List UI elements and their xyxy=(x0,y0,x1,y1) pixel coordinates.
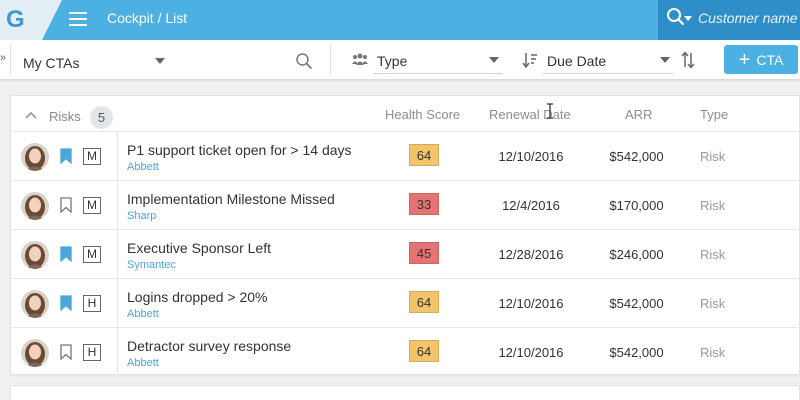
sort-select-underline xyxy=(543,73,673,74)
cell-divider xyxy=(117,328,118,376)
type-select-underline xyxy=(373,73,503,74)
table-row[interactable]: H Logins dropped > 20% Abbett 64 12/10/2… xyxy=(11,278,800,327)
column-header-renewal-date[interactable]: Renewal Date xyxy=(489,107,571,122)
health-score-badge: 45 xyxy=(409,242,439,264)
company-link[interactable]: Sharp xyxy=(127,210,157,222)
chevron-down-icon xyxy=(155,58,165,64)
type-select-value: Type xyxy=(377,53,408,69)
text-cursor-icon xyxy=(547,103,553,119)
search-icon[interactable] xyxy=(295,52,313,70)
bookmark-icon[interactable] xyxy=(60,148,72,164)
column-header-arr[interactable]: ARR xyxy=(625,107,653,122)
arr-value: $542,000 xyxy=(609,345,664,360)
avatar[interactable] xyxy=(21,339,49,367)
priority-badge: M xyxy=(83,148,101,165)
priority-badge: M xyxy=(83,197,101,214)
cta-title[interactable]: Detractor survey response xyxy=(127,338,292,354)
renewal-date: 12/10/2016 xyxy=(498,296,564,311)
avatar[interactable] xyxy=(21,290,49,318)
column-header-health-score[interactable]: Health Score xyxy=(385,107,461,122)
next-section-panel xyxy=(10,385,800,400)
sort-select-value: Due Date xyxy=(547,53,607,69)
cell-divider xyxy=(117,279,118,327)
sort-icon xyxy=(522,53,537,68)
table-row[interactable]: M Executive Sponsor Left Symantec 45 12/… xyxy=(11,229,800,278)
company-link[interactable]: Abbett xyxy=(127,308,159,320)
renewal-date: 12/10/2016 xyxy=(498,345,564,360)
toolbar-divider xyxy=(330,44,331,74)
bookmark-icon[interactable] xyxy=(60,197,72,213)
renewal-date: 12/4/2016 xyxy=(502,198,560,213)
column-header-type[interactable]: Type xyxy=(700,107,729,122)
arr-value: $246,000 xyxy=(609,247,664,262)
menu-icon[interactable] xyxy=(67,9,89,29)
cta-type: Risk xyxy=(700,198,726,213)
renewal-date: 12/10/2016 xyxy=(498,149,564,164)
logo-letter: G xyxy=(6,6,25,33)
renewal-date: 12/28/2016 xyxy=(498,247,564,262)
count-badge: 5 xyxy=(90,106,113,129)
cta-title[interactable]: Implementation Milestone Missed xyxy=(127,191,335,207)
section-title: Risks xyxy=(49,109,81,124)
breadcrumb: Cockpit / List xyxy=(107,10,188,26)
view-select-value: My CTAs xyxy=(23,55,80,71)
cell-divider xyxy=(117,230,118,278)
company-link[interactable]: Abbett xyxy=(127,161,159,173)
expand-sidebar-icon[interactable]: » xyxy=(0,52,7,64)
add-cta-label: CTA xyxy=(756,51,784,68)
bookmark-icon[interactable] xyxy=(60,246,72,262)
risks-panel: Risks 5 Health Score Renewal Date ARR Ty… xyxy=(10,95,800,376)
cta-title[interactable]: Executive Sponsor Left xyxy=(127,240,271,256)
priority-badge: H xyxy=(83,295,101,312)
cta-type: Risk xyxy=(700,247,726,262)
cta-type: Risk xyxy=(700,296,726,311)
cta-title[interactable]: P1 support ticket open for > 14 days xyxy=(127,142,352,158)
chevron-down-icon xyxy=(660,57,670,63)
avatar[interactable] xyxy=(21,241,49,269)
cta-type: Risk xyxy=(700,345,726,360)
group-icon xyxy=(352,53,368,65)
arr-value: $542,000 xyxy=(609,149,664,164)
cta-type: Risk xyxy=(700,149,726,164)
company-link[interactable]: Abbett xyxy=(127,357,159,369)
risks-header: Risks 5 Health Score Renewal Date ARR Ty… xyxy=(11,96,800,131)
table-row[interactable]: M P1 support ticket open for > 14 days A… xyxy=(11,131,800,180)
bookmark-icon[interactable] xyxy=(60,295,72,311)
company-link[interactable]: Symantec xyxy=(127,259,176,271)
table-row[interactable]: H Detractor survey response Abbett 64 12… xyxy=(11,327,800,376)
arr-value: $542,000 xyxy=(609,296,664,311)
health-score-badge: 64 xyxy=(409,340,439,362)
health-score-badge: 64 xyxy=(409,144,439,166)
health-score-badge: 33 xyxy=(409,193,439,215)
avatar[interactable] xyxy=(21,143,49,171)
arr-value: $170,000 xyxy=(609,198,664,213)
cell-divider xyxy=(117,181,118,229)
chevron-down-icon xyxy=(489,57,499,63)
chevron-up-icon[interactable] xyxy=(25,109,37,121)
search-scope-chevron-down-icon[interactable] xyxy=(684,16,692,21)
bookmark-icon[interactable] xyxy=(60,344,72,360)
avatar[interactable] xyxy=(21,192,49,220)
add-cta-button[interactable]: + CTA xyxy=(724,45,798,74)
search-icon[interactable] xyxy=(665,6,691,30)
table-row[interactable]: M Implementation Milestone Missed Sharp … xyxy=(11,180,800,229)
health-score-badge: 64 xyxy=(409,291,439,313)
cta-title[interactable]: Logins dropped > 20% xyxy=(127,289,268,305)
priority-badge: H xyxy=(83,344,101,361)
plus-icon: + xyxy=(738,48,751,71)
cell-divider xyxy=(117,132,118,180)
toolbar-divider xyxy=(10,44,11,74)
sort-direction-icon[interactable] xyxy=(680,51,696,69)
customer-search-input[interactable] xyxy=(698,8,800,28)
priority-badge: M xyxy=(83,246,101,263)
